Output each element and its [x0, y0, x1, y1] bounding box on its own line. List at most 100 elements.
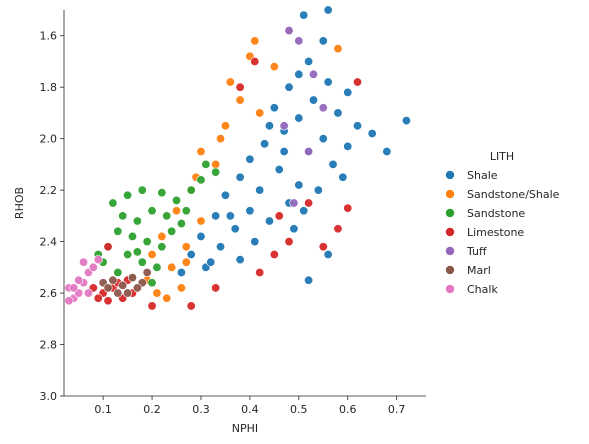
- point-limestone: [318, 242, 328, 252]
- point-shale: [338, 172, 348, 182]
- point-shale: [255, 185, 265, 195]
- point-tuff: [279, 121, 289, 131]
- scatter-points: [64, 5, 411, 311]
- point-marl: [142, 267, 152, 277]
- point-shale: [176, 267, 186, 277]
- point-shale: [294, 113, 304, 123]
- point-sandstone-shale: [250, 36, 260, 46]
- point-tuff: [318, 103, 328, 113]
- point-chalk: [64, 296, 74, 306]
- point-sandstone: [123, 249, 133, 259]
- point-shale: [235, 172, 245, 182]
- point-sandstone: [167, 226, 177, 236]
- point-limestone: [103, 242, 113, 252]
- point-sandstone: [137, 185, 147, 195]
- point-limestone: [255, 267, 265, 277]
- point-sandstone-shale: [172, 206, 182, 216]
- point-sandstone: [162, 211, 172, 221]
- point-shale: [323, 249, 333, 259]
- point-sandstone: [113, 267, 123, 277]
- point-sandstone: [211, 167, 221, 177]
- legend-label: Limestone: [467, 226, 524, 239]
- point-shale: [245, 154, 255, 164]
- point-shale: [274, 165, 284, 175]
- legend-title: LITH: [490, 150, 514, 163]
- point-limestone: [250, 56, 260, 66]
- point-shale: [284, 82, 294, 92]
- point-sandstone: [157, 242, 167, 252]
- point-tuff: [289, 198, 299, 208]
- point-sandstone: [132, 216, 142, 226]
- point-sandstone: [137, 257, 147, 267]
- y-tick-label: 2.2: [40, 184, 58, 197]
- legend-label: Tuff: [466, 245, 487, 258]
- point-sandstone-shale: [255, 108, 265, 118]
- axes: 0.1 0.2 0.3 0.4 0.5 0.6 0.7 1.6 1.8 2.0 2.2 2.4 2.6…: [13, 10, 426, 435]
- point-limestone: [186, 301, 196, 311]
- point-sandstone-shale: [196, 216, 206, 226]
- point-chalk: [74, 275, 84, 285]
- point-sandstone-shale: [216, 134, 226, 144]
- point-marl: [127, 273, 137, 283]
- point-sandstone: [108, 198, 118, 208]
- point-shale: [294, 180, 304, 190]
- point-chalk: [83, 288, 93, 298]
- point-chalk: [93, 255, 103, 265]
- point-sandstone-shale: [196, 147, 206, 157]
- point-marl: [118, 280, 128, 290]
- point-shale: [196, 231, 206, 241]
- x-tick-label: 0.4: [241, 403, 259, 416]
- point-sandstone: [147, 206, 157, 216]
- point-shale: [216, 242, 226, 252]
- point-shale: [401, 116, 411, 126]
- x-tick-label: 0.3: [192, 403, 210, 416]
- y-tick-label: 2.8: [40, 339, 58, 352]
- legend-label: Sandstone/Shale: [467, 188, 560, 201]
- point-limestone: [304, 198, 314, 208]
- point-shale: [245, 206, 255, 216]
- point-chalk: [79, 257, 89, 267]
- legend-marker: [445, 265, 455, 275]
- point-sandstone: [157, 188, 167, 198]
- point-sandstone: [118, 211, 128, 221]
- point-sandstone: [186, 185, 196, 195]
- point-shale: [343, 141, 353, 151]
- point-marl: [113, 288, 123, 298]
- point-sandstone: [176, 219, 186, 229]
- point-tuff: [294, 36, 304, 46]
- point-sandstone-shale: [152, 288, 162, 298]
- point-shale: [299, 10, 309, 20]
- point-limestone: [235, 82, 245, 92]
- x-tick-label: 0.2: [143, 403, 161, 416]
- point-sandstone: [113, 226, 123, 236]
- point-marl: [123, 288, 133, 298]
- point-shale: [250, 237, 260, 247]
- point-shale: [260, 139, 270, 149]
- point-shale: [269, 103, 279, 113]
- point-limestone: [343, 203, 353, 213]
- point-sandstone-shale: [181, 242, 191, 252]
- point-shale: [289, 224, 299, 234]
- point-limestone: [93, 293, 103, 303]
- point-tuff: [308, 69, 318, 79]
- point-shale: [230, 224, 240, 234]
- y-ticks: 1.6 1.8 2.0 2.2 2.4 2.6 2.8 3.0: [40, 30, 64, 403]
- point-shale: [264, 121, 274, 131]
- point-sandstone-shale: [225, 77, 235, 87]
- point-sandstone-shale: [211, 159, 221, 169]
- legend-marker: [445, 170, 455, 180]
- legend-label: Chalk: [467, 283, 498, 296]
- point-limestone: [353, 77, 363, 87]
- point-sandstone: [142, 237, 152, 247]
- point-limestone: [333, 224, 343, 234]
- point-shale: [323, 5, 333, 15]
- point-sandstone: [196, 175, 206, 185]
- point-marl: [103, 283, 113, 293]
- point-sandstone-shale: [181, 257, 191, 267]
- point-sandstone: [181, 206, 191, 216]
- point-limestone: [284, 237, 294, 247]
- point-shale: [299, 206, 309, 216]
- point-sandstone: [123, 190, 133, 200]
- y-tick-label: 2.4: [40, 236, 58, 249]
